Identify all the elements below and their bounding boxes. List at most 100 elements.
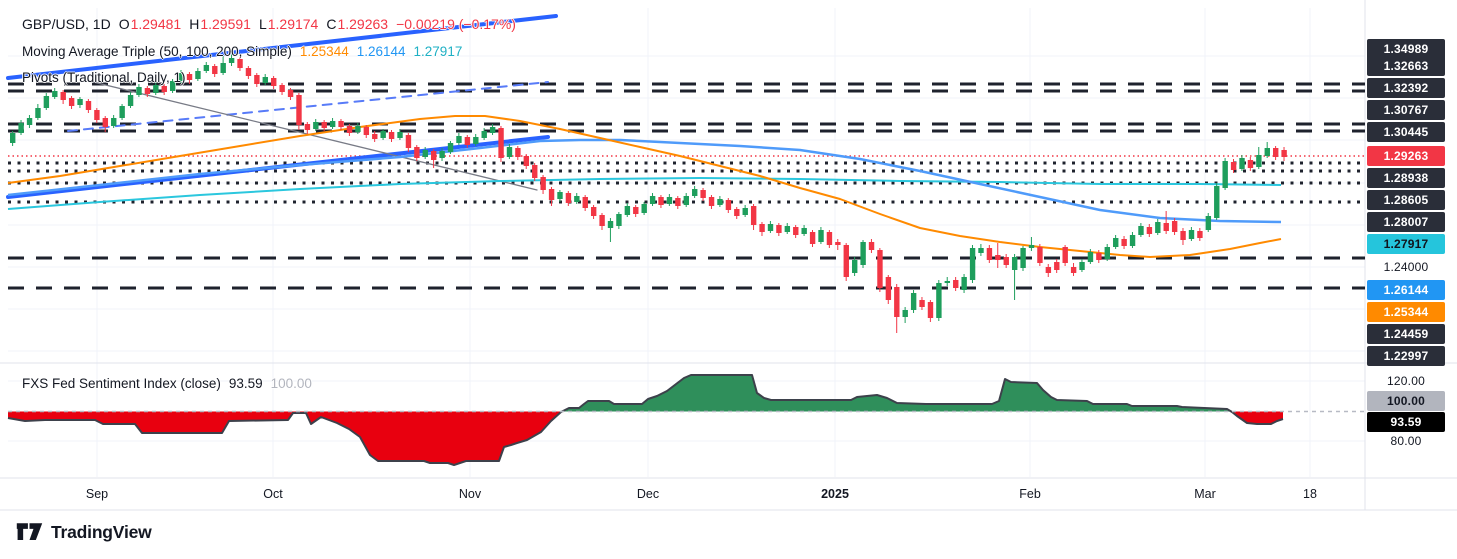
candle: [1096, 253, 1102, 260]
trendline-drawing: [67, 81, 549, 132]
pivots-legend-row[interactable]: Pivots (Traditional, Daily, 1): [22, 70, 186, 85]
candle: [346, 126, 353, 133]
candle: [1155, 222, 1161, 233]
candle: [136, 87, 142, 95]
candle: [35, 108, 41, 118]
axis-tick-label: 1.24000: [1383, 260, 1429, 274]
candle: [380, 131, 386, 138]
candle: [995, 255, 1001, 260]
candle: [953, 280, 959, 288]
candle: [111, 118, 117, 126]
candle: [262, 77, 268, 83]
candle: [978, 248, 984, 253]
price-axis-badge: 1.22997: [1367, 346, 1445, 366]
price-axis-badge: 1.27917: [1367, 234, 1445, 254]
candle: [523, 156, 530, 166]
candle: [321, 122, 327, 128]
price-axis-badge: 1.30445: [1367, 122, 1445, 142]
candle: [860, 242, 866, 265]
time-axis-label: 2025: [821, 487, 849, 501]
candle: [439, 151, 445, 158]
candle: [1180, 231, 1186, 240]
candle: [1121, 239, 1127, 246]
candle: [296, 95, 302, 125]
tradingview-logo[interactable]: TradingView: [16, 521, 152, 543]
candle: [675, 198, 681, 206]
candle: [1054, 262, 1060, 270]
price-axis-badge: 1.26144: [1367, 280, 1445, 300]
candle: [119, 106, 125, 118]
sma200-line: [7, 177, 1282, 210]
candle: [666, 197, 673, 204]
candle: [220, 63, 226, 73]
candle: [784, 226, 791, 232]
candle: [481, 131, 487, 138]
ma-legend-row[interactable]: Moving Average Triple (50, 100, 200, Sim…: [22, 44, 462, 59]
price-axis-badge: 100.00: [1367, 391, 1445, 411]
candle: [1247, 160, 1254, 168]
candle: [894, 287, 900, 317]
ma50-value: 1.25344: [299, 44, 349, 59]
ohlc-low: L 1.29174: [258, 16, 319, 32]
candle: [1163, 223, 1169, 231]
candle: [1230, 162, 1237, 170]
sentiment-reference-value: 100.00: [270, 376, 312, 391]
candle: [329, 121, 336, 127]
candle: [1264, 148, 1270, 156]
candle: [228, 58, 235, 63]
candle: [456, 136, 462, 143]
candle: [910, 293, 917, 310]
change-value: −0.00219 (−0.17%): [396, 16, 516, 32]
candle: [304, 124, 311, 130]
ohlc-high: H 1.29591: [189, 16, 251, 32]
candle: [624, 206, 631, 215]
candle: [767, 224, 774, 231]
candle: [835, 242, 841, 245]
candle: [1146, 227, 1153, 234]
candle: [422, 150, 428, 157]
candle: [944, 281, 951, 283]
candle: [1011, 257, 1018, 270]
candle: [1003, 257, 1009, 265]
price-axis-badge: 1.24459: [1367, 324, 1445, 344]
candle: [565, 193, 572, 203]
candle: [1028, 245, 1035, 248]
candle: [734, 209, 740, 216]
candle: [548, 189, 555, 200]
candle: [1273, 148, 1279, 157]
candle: [801, 228, 807, 234]
symbol-legend-row[interactable]: GBP/USD, 1D O 1.29481 H 1.29591 L 1.29174 C…: [22, 16, 516, 32]
candle: [414, 147, 420, 158]
trendline-drawing: [6, 14, 558, 80]
candle: [961, 277, 967, 290]
tradingview-logo-text: TradingView: [51, 521, 152, 542]
candle: [10, 133, 16, 143]
price-axis-badge: 1.28007: [1367, 212, 1445, 232]
candle: [809, 232, 816, 244]
candle: [708, 197, 715, 206]
candle: [279, 85, 285, 92]
candle: [759, 224, 765, 232]
sentiment-legend-row[interactable]: FXS Fed Sentiment Index (close) 93.59 10…: [22, 376, 312, 391]
candle: [388, 132, 395, 139]
candle: [725, 200, 732, 210]
candle: [607, 221, 614, 228]
candle: [936, 283, 942, 318]
tradingview-logo-icon: [16, 523, 43, 540]
price-axis-badge: 1.29263: [1367, 146, 1445, 166]
candle: [692, 189, 698, 196]
candle: [43, 96, 50, 108]
candle: [18, 123, 24, 133]
candle: [717, 199, 723, 205]
axis-tick-label: 120.00: [1387, 374, 1425, 388]
sentiment-current-value: 93.59: [228, 376, 263, 391]
candle: [1020, 248, 1026, 268]
candle: [271, 78, 277, 86]
candle: [515, 148, 521, 157]
candle: [161, 86, 167, 92]
candle: [94, 110, 100, 120]
candle: [431, 151, 437, 160]
candle: [26, 118, 33, 125]
candle: [1062, 247, 1068, 263]
